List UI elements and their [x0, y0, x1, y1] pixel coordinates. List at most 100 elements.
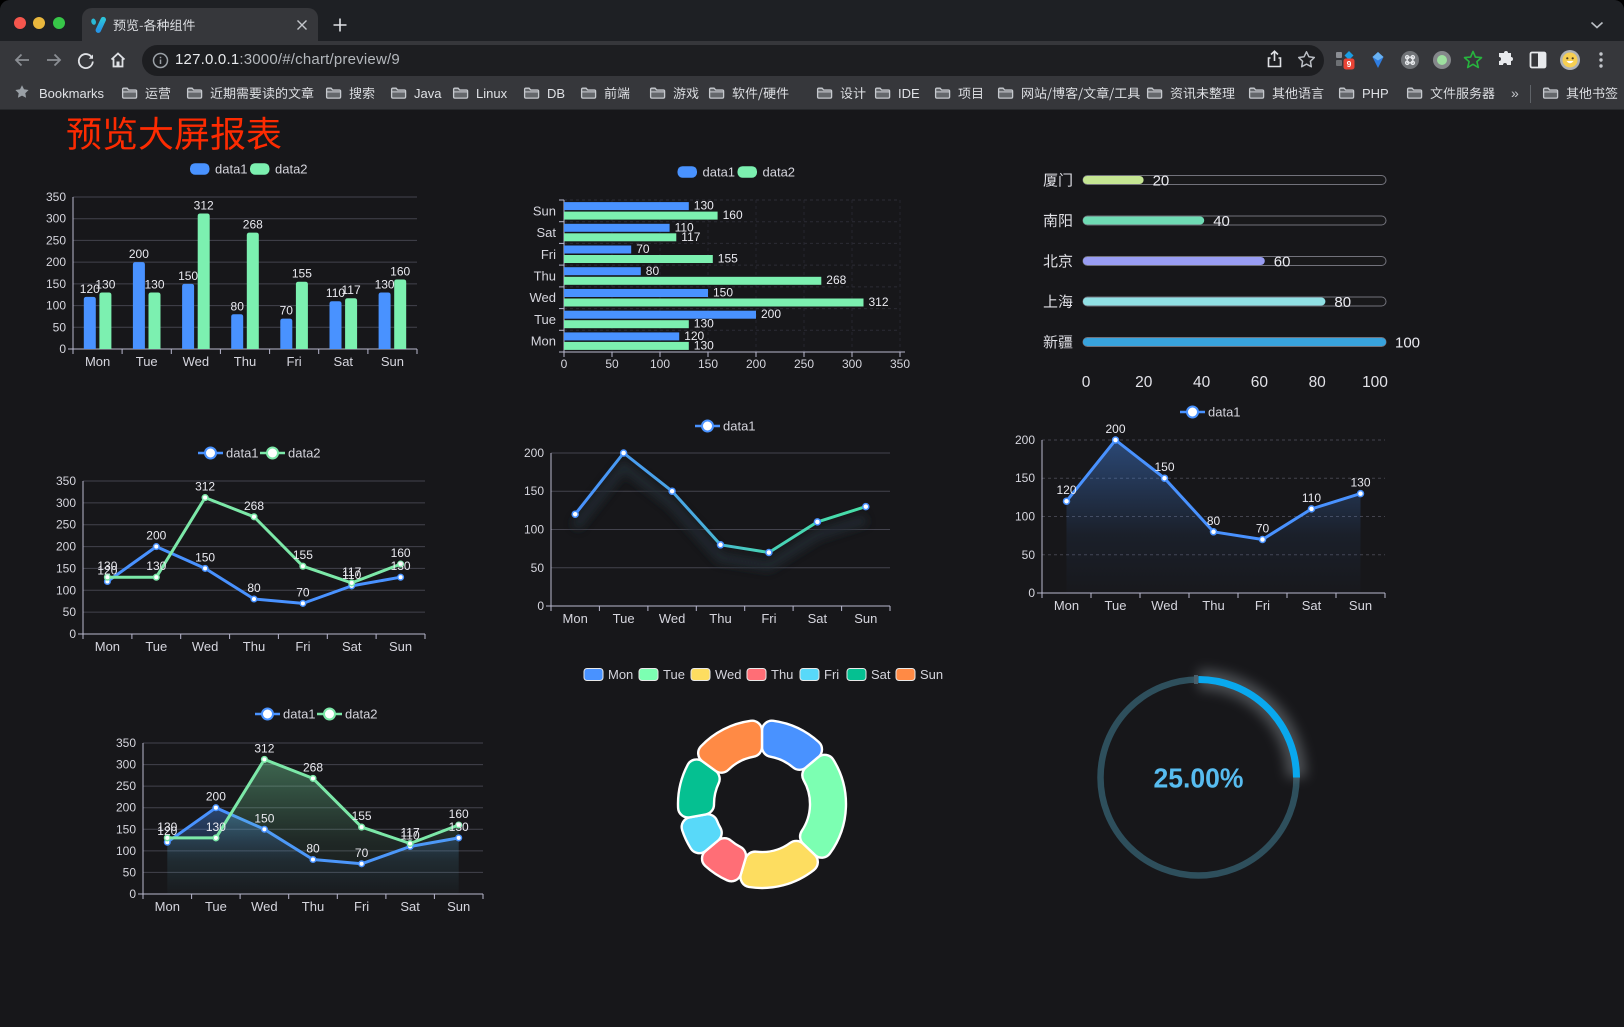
- svg-text:130: 130: [157, 820, 177, 834]
- svg-text:200: 200: [129, 247, 149, 261]
- svg-text:Mon: Mon: [1054, 598, 1079, 613]
- svg-text:Sat: Sat: [334, 354, 354, 369]
- svg-text:155: 155: [718, 252, 738, 266]
- svg-text:200: 200: [746, 357, 766, 371]
- svg-text:150: 150: [1015, 471, 1035, 485]
- svg-text:80: 80: [306, 842, 320, 856]
- svg-text:50: 50: [53, 320, 67, 334]
- svg-text:20: 20: [1135, 374, 1153, 391]
- svg-text:Mon: Mon: [155, 899, 180, 914]
- svg-text:117: 117: [681, 230, 700, 244]
- svg-text:300: 300: [842, 357, 862, 371]
- svg-text:200: 200: [761, 307, 781, 321]
- svg-text:160: 160: [449, 807, 469, 821]
- svg-text:Tue: Tue: [534, 312, 556, 327]
- svg-text:Mon: Mon: [531, 334, 556, 349]
- svg-text:110: 110: [1302, 491, 1321, 505]
- svg-text:200: 200: [1015, 433, 1035, 447]
- svg-text:80: 80: [231, 299, 245, 313]
- svg-text:Sat: Sat: [342, 639, 362, 654]
- svg-text:268: 268: [243, 218, 263, 232]
- svg-text:50: 50: [1022, 548, 1036, 562]
- svg-text:80: 80: [1334, 294, 1351, 311]
- svg-text:130: 130: [694, 317, 714, 331]
- svg-text:130: 130: [375, 278, 395, 292]
- svg-text:155: 155: [352, 809, 372, 823]
- svg-text:100: 100: [524, 523, 544, 537]
- svg-text:data1: data1: [215, 162, 248, 177]
- svg-text:Sun: Sun: [381, 354, 404, 369]
- svg-text:200: 200: [56, 540, 76, 554]
- svg-text:Thu: Thu: [709, 611, 731, 626]
- svg-text:200: 200: [1105, 422, 1125, 436]
- svg-text:300: 300: [46, 212, 66, 226]
- svg-text:data1: data1: [226, 446, 259, 461]
- svg-text:200: 200: [46, 255, 66, 269]
- svg-text:130: 130: [1350, 476, 1370, 490]
- svg-text:Sun: Sun: [533, 203, 556, 218]
- svg-text:312: 312: [194, 199, 214, 213]
- svg-text:130: 130: [391, 559, 411, 573]
- svg-text:0: 0: [69, 627, 76, 641]
- svg-text:150: 150: [178, 269, 198, 283]
- svg-text:Sun: Sun: [1349, 598, 1372, 613]
- svg-text:50: 50: [63, 605, 77, 619]
- svg-text:117: 117: [342, 283, 361, 297]
- svg-text:80: 80: [646, 264, 660, 278]
- svg-text:70: 70: [280, 304, 294, 318]
- svg-text:350: 350: [116, 736, 136, 750]
- svg-text:268: 268: [303, 760, 323, 774]
- svg-text:110: 110: [401, 829, 420, 843]
- svg-text:0: 0: [561, 357, 568, 371]
- svg-text:data2: data2: [288, 446, 321, 461]
- svg-text:Sat: Sat: [808, 611, 828, 626]
- svg-text:Wed: Wed: [659, 611, 686, 626]
- svg-text:Wed: Wed: [715, 667, 742, 682]
- svg-text:50: 50: [605, 357, 619, 371]
- svg-text:Sat: Sat: [871, 667, 891, 682]
- svg-text:data2: data2: [345, 707, 378, 722]
- svg-text:Tue: Tue: [205, 899, 227, 914]
- svg-text:80: 80: [1207, 514, 1221, 528]
- svg-text:0: 0: [129, 887, 136, 901]
- svg-text:Wed: Wed: [530, 290, 557, 305]
- svg-text:Sat: Sat: [400, 899, 420, 914]
- svg-text:312: 312: [195, 480, 215, 494]
- svg-text:130: 130: [206, 820, 226, 834]
- svg-text:0: 0: [59, 342, 66, 356]
- svg-text:120: 120: [684, 329, 704, 343]
- svg-text:Fri: Fri: [287, 354, 302, 369]
- svg-text:150: 150: [56, 561, 76, 575]
- svg-text:80: 80: [247, 581, 261, 595]
- svg-text:117: 117: [401, 826, 420, 840]
- svg-text:110: 110: [675, 220, 694, 234]
- svg-text:300: 300: [56, 496, 76, 510]
- svg-text:Sun: Sun: [854, 611, 877, 626]
- svg-text:200: 200: [116, 801, 136, 815]
- svg-text:Thu: Thu: [302, 899, 324, 914]
- svg-text:150: 150: [195, 550, 215, 564]
- svg-text:Sat: Sat: [1302, 598, 1322, 613]
- svg-text:130: 130: [694, 338, 714, 352]
- svg-text:120: 120: [97, 564, 117, 578]
- svg-text:268: 268: [244, 499, 264, 513]
- svg-text:200: 200: [524, 446, 544, 460]
- svg-text:150: 150: [46, 277, 66, 291]
- svg-text:data1: data1: [283, 707, 316, 722]
- svg-text:120: 120: [1056, 483, 1076, 497]
- svg-text:150: 150: [116, 822, 136, 836]
- svg-text:80: 80: [1309, 374, 1327, 391]
- svg-text:Wed: Wed: [251, 899, 278, 914]
- svg-text:200: 200: [146, 529, 166, 543]
- svg-text:200: 200: [206, 790, 226, 804]
- svg-text:Wed: Wed: [1151, 598, 1178, 613]
- svg-text:data1: data1: [723, 419, 756, 434]
- svg-text:Fri: Fri: [1255, 598, 1270, 613]
- svg-text:Tue: Tue: [136, 354, 158, 369]
- svg-text:Sun: Sun: [389, 639, 412, 654]
- svg-text:40: 40: [1213, 213, 1230, 230]
- svg-text:Thu: Thu: [243, 639, 265, 654]
- svg-text:Wed: Wed: [192, 639, 219, 654]
- svg-text:Fri: Fri: [354, 899, 369, 914]
- svg-text:Sat: Sat: [536, 225, 556, 240]
